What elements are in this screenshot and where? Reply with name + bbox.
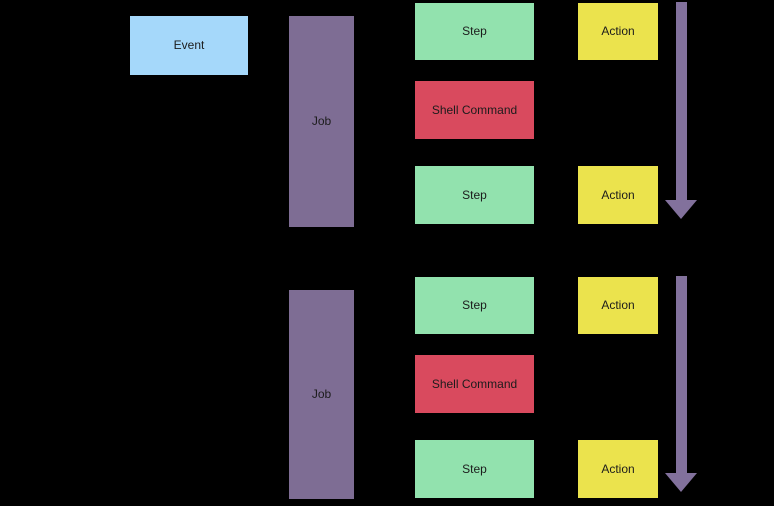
arrow-shaft — [676, 2, 687, 201]
shell-command-node-1: Shell Command — [415, 81, 534, 139]
shell-command-node-2: Shell Command — [415, 355, 534, 413]
step-node-3: Step — [415, 277, 534, 334]
step-node-4: Step — [415, 440, 534, 498]
action-node-4: Action — [578, 440, 658, 498]
event-node: Event — [130, 16, 248, 75]
action-node-3: Action — [578, 277, 658, 334]
arrow-head — [665, 473, 697, 492]
step-node-2: Step — [415, 166, 534, 224]
down-arrow-top-icon — [665, 2, 697, 219]
arrow-head — [665, 200, 697, 219]
action-node-2: Action — [578, 166, 658, 224]
job-node-top: Job — [289, 16, 354, 227]
arrow-shaft — [676, 276, 687, 474]
action-node-1: Action — [578, 3, 658, 60]
step-node-1: Step — [415, 3, 534, 60]
job-node-bottom: Job — [289, 290, 354, 499]
down-arrow-bottom-icon — [665, 276, 697, 492]
